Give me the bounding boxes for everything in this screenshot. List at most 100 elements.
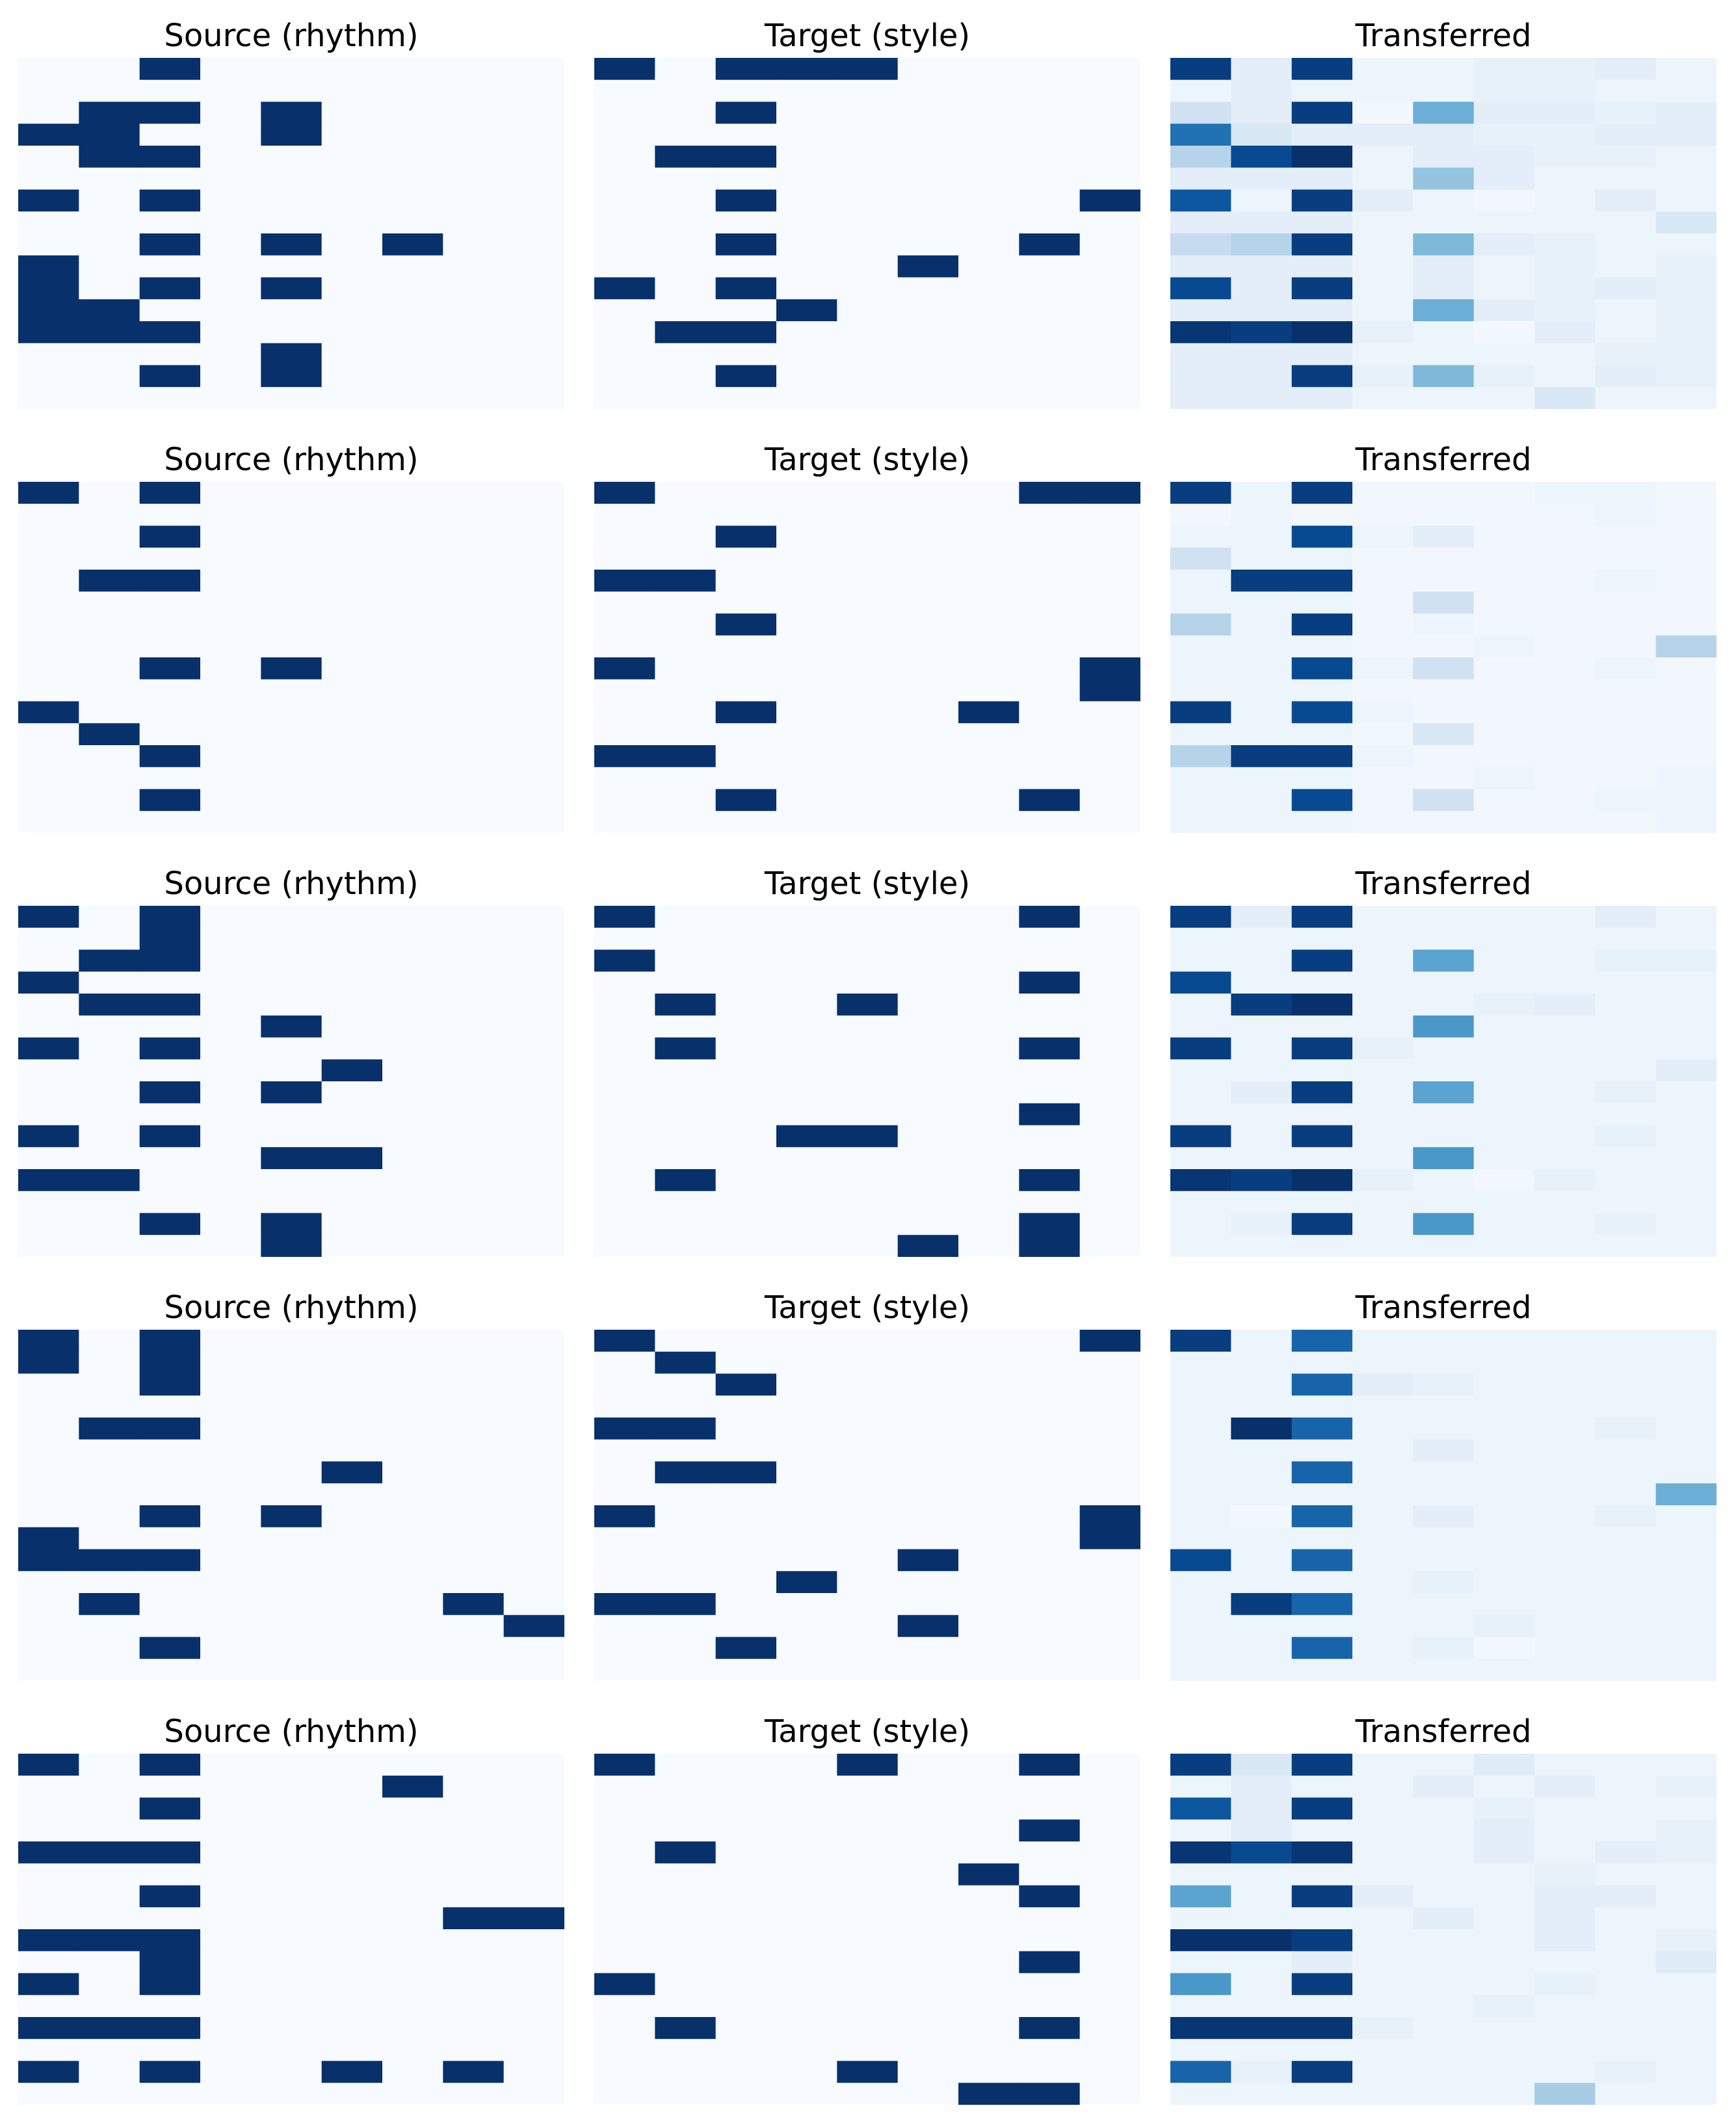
heatmap-cell: [1079, 2083, 1140, 2105]
heatmap-cell: [18, 1395, 79, 1418]
heatmap-cell: [897, 1330, 959, 1352]
heatmap-cell: [1473, 657, 1535, 680]
heatmap-cell: [18, 547, 79, 570]
heatmap-cell: [18, 570, 79, 592]
heatmap-cell: [382, 1637, 443, 1659]
heatmap-cell: [200, 233, 261, 256]
heatmap-cell: [1534, 101, 1596, 124]
heatmap-cell: [715, 1213, 777, 1235]
heatmap-cell: [1413, 789, 1475, 811]
heatmap-cell: [139, 167, 201, 191]
heatmap-cell: [382, 1819, 443, 1842]
heatmap-cell: [1352, 679, 1414, 702]
heatmap-cell: [715, 635, 777, 658]
heatmap-cell: [776, 1797, 837, 1820]
heatmap-cell: [1534, 679, 1596, 702]
panel-title-target-3: Target (style): [764, 865, 971, 902]
heatmap-cell: [79, 1037, 140, 1060]
heatmap-cell: [321, 2083, 383, 2105]
heatmap-cell: [1352, 1863, 1414, 1886]
heatmap-cell: [321, 745, 383, 768]
heatmap-cell: [382, 1191, 443, 1214]
heatmap-cell: [776, 1103, 837, 1126]
heatmap-cell: [443, 343, 505, 366]
heatmap-cell: [1595, 1103, 1657, 1126]
heatmap-cell: [1352, 1637, 1414, 1659]
heatmap-cell: [1655, 570, 1716, 592]
heatmap-cell: [1534, 1037, 1596, 1060]
heatmap-cell: [1473, 789, 1535, 811]
heatmap-cell: [443, 1037, 505, 1060]
heatmap-cell: [958, 767, 1019, 790]
heatmap-cell: [1413, 365, 1475, 388]
heatmap-cell: [382, 79, 443, 103]
heatmap-cell: [79, 657, 140, 680]
heatmap-cell: [1413, 1439, 1475, 1462]
heatmap-cell: [382, 299, 443, 322]
heatmap-cell: [1534, 2061, 1596, 2083]
heatmap-cell: [382, 811, 443, 833]
heatmap-cell: [1413, 927, 1475, 951]
heatmap-cell: [1019, 613, 1081, 636]
heatmap-cell: [1019, 101, 1081, 124]
heatmap-cell: [897, 1191, 959, 1214]
heatmap-cell: [1595, 1754, 1657, 1776]
heatmap-cell: [18, 1483, 79, 1506]
heatmap-cell: [200, 1418, 261, 1440]
heatmap-cell: [79, 547, 140, 570]
heatmap-cell: [837, 1571, 899, 1594]
heatmap-cell: [382, 343, 443, 366]
heatmap-cell: [18, 255, 79, 278]
heatmap-cell: [1655, 233, 1716, 256]
heatmap-cell: [503, 2061, 564, 2083]
heatmap-cell: [655, 1754, 717, 1776]
heatmap-cell: [1655, 79, 1716, 103]
heatmap-cell: [1595, 949, 1657, 972]
heatmap-cell: [1352, 811, 1414, 833]
heatmap-cell: [1170, 1483, 1231, 1506]
heatmap-cell: [503, 789, 564, 811]
heatmap-cell: [1595, 233, 1657, 256]
heatmap-cell: [776, 547, 837, 570]
heatmap-cell: [1534, 1527, 1596, 1550]
heatmap-cell: [200, 1885, 261, 1908]
heatmap-cell: [1473, 1015, 1535, 1038]
heatmap-cell: [1231, 387, 1293, 409]
heatmap-cell: [715, 1951, 777, 1974]
heatmap-cell: [261, 1505, 322, 1528]
heatmap-cell: [443, 1418, 505, 1440]
heatmap-cell: [1413, 1549, 1475, 1572]
heatmap-cell: [1019, 1418, 1081, 1440]
heatmap-cell: [321, 1973, 383, 1996]
heatmap-cell: [1291, 1191, 1353, 1214]
heatmap-cell: [1534, 2017, 1596, 2040]
heatmap-cell: [18, 1885, 79, 1908]
heatmap-cell: [1413, 2083, 1475, 2105]
heatmap-cell: [18, 189, 79, 212]
heatmap-cell: [1595, 211, 1657, 234]
heatmap-cell: [1473, 321, 1535, 344]
heatmap-cell: [1473, 1995, 1535, 2018]
heatmap-cell: [837, 1461, 899, 1484]
heatmap-cell: [1079, 1951, 1140, 1974]
heatmap-cell: [837, 1841, 899, 1864]
heatmap-cell: [1231, 1059, 1293, 1082]
heatmap-cell: [503, 503, 564, 527]
heatmap-cell: [382, 1235, 443, 1257]
heatmap-cell: [1019, 1169, 1081, 1192]
heatmap-cell: [837, 949, 899, 972]
heatmap-cell: [655, 570, 717, 592]
heatmap-cell: [1352, 1593, 1414, 1616]
heatmap-cell: [837, 679, 899, 702]
heatmap-cell: [261, 1103, 322, 1126]
heatmap-cell: [1413, 2017, 1475, 2040]
heatmap-cell: [1019, 679, 1081, 702]
heatmap-cell: [655, 971, 717, 994]
heatmap-cell: [837, 657, 899, 680]
heatmap-cell: [1413, 971, 1475, 994]
heatmap-cell: [715, 255, 777, 278]
heatmap-cell: [897, 1615, 959, 1638]
heatmap-cell: [897, 1797, 959, 1820]
heatmap-cell: [1473, 189, 1535, 212]
panel-title-target-4: Target (style): [764, 1289, 971, 1326]
